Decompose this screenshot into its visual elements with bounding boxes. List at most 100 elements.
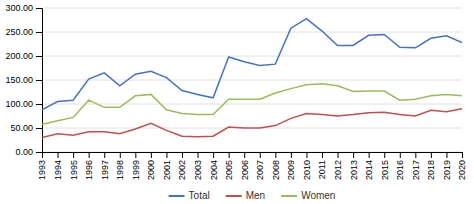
x-tick-mark bbox=[73, 152, 74, 158]
x-tick-mark bbox=[462, 152, 463, 158]
x-tick-mark bbox=[338, 152, 339, 158]
x-tick-label: 2010 bbox=[302, 160, 312, 180]
x-tick-mark bbox=[275, 152, 276, 158]
x-tick: 2011 bbox=[317, 152, 327, 179]
x-tick: 2000 bbox=[146, 152, 156, 180]
x-tick-label: 2008 bbox=[271, 160, 281, 180]
legend-item: Total bbox=[169, 190, 210, 201]
x-tick-mark bbox=[353, 152, 354, 158]
grid-line bbox=[42, 8, 462, 9]
legend-swatch bbox=[226, 195, 242, 197]
x-tick-mark bbox=[400, 152, 401, 158]
x-tick: 1995 bbox=[68, 152, 78, 180]
plot-area: 0.00 50.00 100.00 150.00 200.00 250.00 300.00 1… bbox=[5, 3, 467, 180]
y-tick-label: 50.00 bbox=[10, 123, 33, 133]
x-tick-mark bbox=[384, 152, 385, 158]
x-tick: 1997 bbox=[100, 152, 110, 180]
y-tick-label: 150.00 bbox=[5, 75, 33, 85]
x-tick-mark bbox=[229, 152, 230, 158]
x-tick: 2005 bbox=[224, 152, 234, 180]
x-tick-mark bbox=[369, 152, 370, 158]
x-tick-label: 2015 bbox=[380, 160, 390, 180]
x-tick-label: 2004 bbox=[208, 160, 218, 180]
x-tick-mark bbox=[58, 152, 59, 158]
chart: 0.00 50.00 100.00 150.00 200.00 250.00 300.00 1… bbox=[0, 0, 474, 204]
x-tick: 2012 bbox=[333, 152, 343, 180]
x-tick: 2006 bbox=[240, 152, 250, 180]
x-tick-label: 1997 bbox=[100, 160, 110, 180]
y-tick-label: 200.00 bbox=[5, 51, 33, 61]
x-tick: 1993 bbox=[37, 152, 47, 180]
series-line bbox=[42, 19, 462, 110]
y-tick: 300.00 bbox=[5, 3, 42, 13]
x-tick-label: 2001 bbox=[162, 160, 172, 180]
x-tick: 2014 bbox=[364, 152, 374, 180]
x-tick: 2018 bbox=[426, 152, 436, 180]
x-tick-label: 2005 bbox=[224, 160, 234, 180]
x-tick-mark bbox=[151, 152, 152, 158]
x-tick-label: 1996 bbox=[84, 160, 94, 180]
x-tick-label: 2009 bbox=[286, 160, 296, 180]
x-tick: 2003 bbox=[193, 152, 203, 180]
legend: Total Men Women bbox=[169, 190, 336, 201]
legend-item: Women bbox=[281, 190, 335, 201]
x-tick-label: 2000 bbox=[146, 160, 156, 180]
x-tick-label: 2013 bbox=[348, 160, 358, 180]
series-group bbox=[42, 19, 462, 138]
y-tick-mark bbox=[36, 128, 42, 129]
x-tick: 2013 bbox=[348, 152, 358, 180]
x-tick-mark bbox=[213, 152, 214, 158]
x-tick-label: 2014 bbox=[364, 160, 374, 180]
x-tick-label: 2007 bbox=[255, 160, 265, 180]
x-tick-mark bbox=[198, 152, 199, 158]
y-axis: 0.00 50.00 100.00 150.00 200.00 250.00 300.00 bbox=[5, 3, 42, 157]
x-tick-label: 1999 bbox=[131, 160, 141, 180]
x-tick: 2008 bbox=[271, 152, 281, 180]
x-tick-label: 2017 bbox=[411, 160, 421, 180]
x-tick: 2010 bbox=[302, 152, 312, 180]
x-tick: 1996 bbox=[84, 152, 94, 180]
x-tick-mark bbox=[182, 152, 183, 158]
grid-line bbox=[42, 32, 462, 33]
x-tick-mark bbox=[42, 152, 43, 158]
x-tick-mark bbox=[306, 152, 307, 158]
x-tick-mark bbox=[415, 152, 416, 158]
x-tick: 2016 bbox=[395, 152, 405, 180]
x-tick-mark bbox=[135, 152, 136, 158]
x-tick-label: 1995 bbox=[68, 160, 78, 180]
grid bbox=[42, 8, 462, 152]
y-tick-mark bbox=[36, 104, 42, 105]
series-line bbox=[42, 84, 462, 125]
x-tick: 2020 bbox=[457, 152, 467, 180]
x-tick-label: 2002 bbox=[177, 160, 187, 180]
x-tick-mark bbox=[104, 152, 105, 158]
x-tick-label: 1993 bbox=[37, 160, 47, 180]
x-tick-label: 2012 bbox=[333, 160, 343, 180]
x-tick-mark bbox=[446, 152, 447, 158]
series-line bbox=[42, 109, 462, 138]
legend-item: Men bbox=[226, 190, 265, 201]
x-tick: 2002 bbox=[177, 152, 187, 180]
y-axis-line bbox=[36, 9, 43, 153]
x-tick: 2007 bbox=[255, 152, 265, 180]
x-tick-label: 2003 bbox=[193, 160, 203, 180]
y-tick-mark bbox=[36, 152, 42, 153]
x-tick: 2015 bbox=[380, 152, 390, 180]
x-tick-mark bbox=[260, 152, 261, 158]
y-tick: 150.00 bbox=[5, 75, 42, 85]
y-tick-label: 100.00 bbox=[5, 99, 33, 109]
x-tick: 2019 bbox=[442, 152, 452, 180]
x-tick-mark bbox=[244, 152, 245, 158]
legend-swatch bbox=[169, 195, 185, 197]
x-tick-mark bbox=[322, 152, 323, 158]
legend-swatch bbox=[281, 195, 297, 197]
x-tick: 2009 bbox=[286, 152, 296, 180]
grid-line bbox=[42, 56, 462, 57]
x-tick-label: 2011 bbox=[317, 160, 327, 179]
x-tick-mark bbox=[120, 152, 121, 158]
x-tick-mark bbox=[431, 152, 432, 158]
y-tick-label: 0.00 bbox=[15, 147, 33, 157]
y-tick-label: 250.00 bbox=[5, 27, 33, 37]
x-tick: 2001 bbox=[162, 152, 172, 180]
grid-line bbox=[42, 104, 462, 105]
